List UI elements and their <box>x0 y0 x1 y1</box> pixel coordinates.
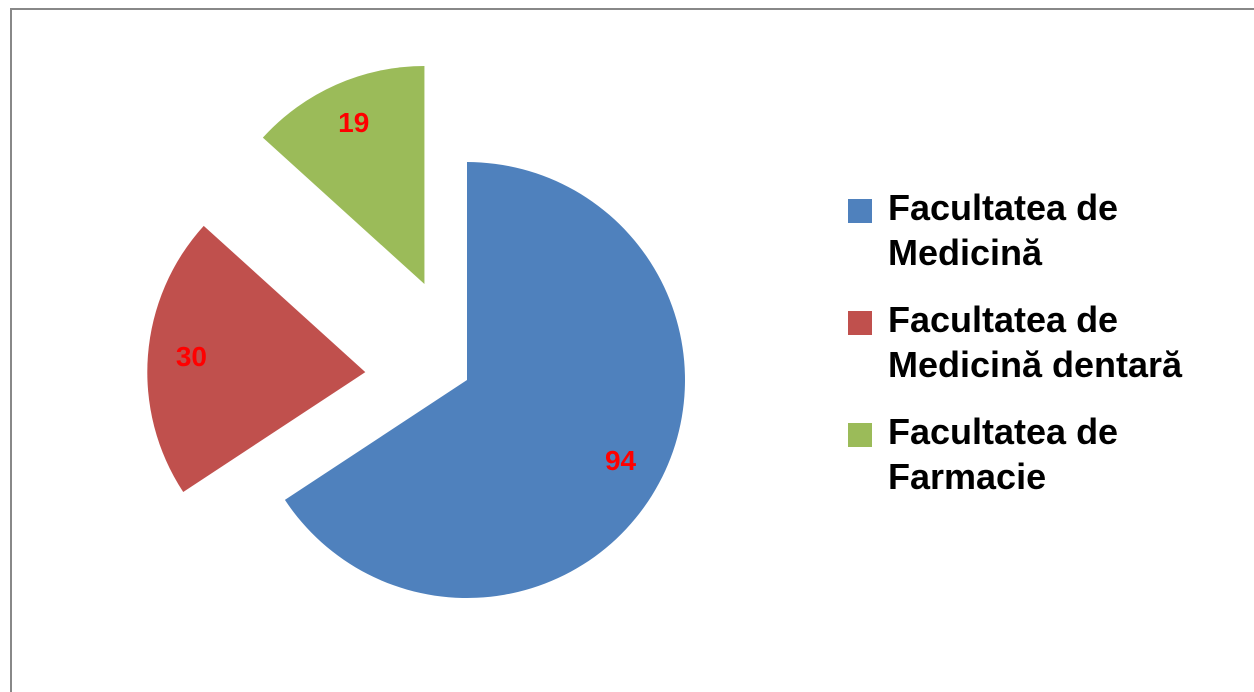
legend-item: Facultatea de Medicină <box>848 185 1208 275</box>
pie-slice <box>284 162 685 598</box>
pie-slice <box>262 66 425 285</box>
legend-item: Facultatea de Farmacie <box>848 409 1208 499</box>
legend-label: Facultatea de Medicină dentară <box>888 299 1183 385</box>
legend-item: Facultatea de Medicină dentară <box>848 297 1208 387</box>
legend-label: Facultatea de Farmacie <box>888 411 1119 497</box>
legend-swatch <box>848 423 872 447</box>
data-label: 19 <box>338 107 369 138</box>
pie-slice <box>147 225 366 493</box>
data-label: 30 <box>176 341 207 372</box>
legend: Facultatea de Medicină Facultatea de Medi… <box>848 185 1208 521</box>
legend-swatch <box>848 311 872 335</box>
legend-swatch <box>848 199 872 223</box>
legend-label: Facultatea de Medicină <box>888 187 1119 273</box>
data-label: 94 <box>605 445 637 476</box>
chart-frame <box>10 8 1254 692</box>
